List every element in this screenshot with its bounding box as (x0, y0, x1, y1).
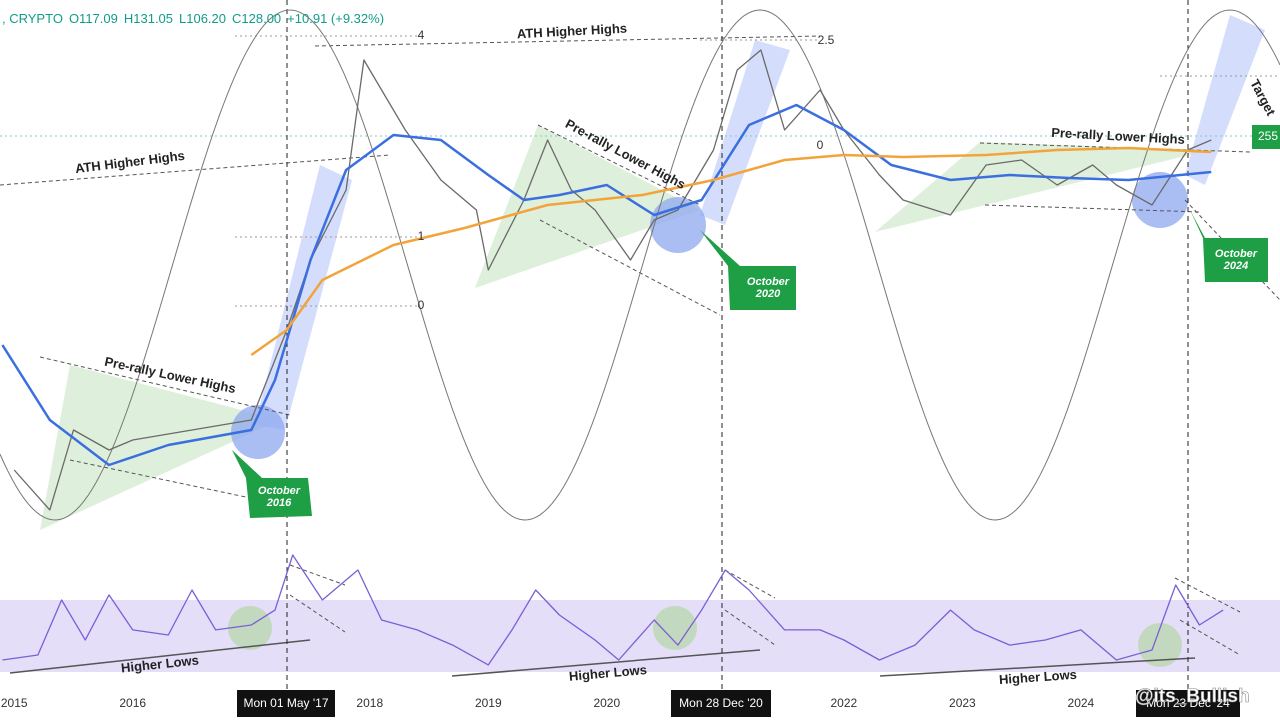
highlight (228, 606, 272, 650)
annotation: Higher Lows (568, 662, 647, 684)
triangle (875, 142, 1210, 232)
date-label: Mon 28 Dec '20 (679, 696, 763, 710)
trend-line (0, 154, 391, 186)
callout-box (1190, 210, 1268, 282)
x-tick-label: 2016 (119, 696, 146, 710)
trend-line (537, 124, 701, 206)
date-box (1136, 690, 1240, 717)
callout-box (232, 450, 312, 518)
fib-label: 4 (418, 28, 425, 42)
x-tick-label: 2015 (1, 696, 28, 710)
trend-line (69, 459, 261, 501)
header-item: +10.91 (+9.32%) (287, 11, 384, 26)
trend-line (1184, 199, 1280, 301)
trend-line (984, 204, 1201, 213)
date-box (237, 690, 335, 717)
channel (1185, 15, 1265, 185)
highlight (653, 606, 697, 650)
callout-box (700, 230, 796, 310)
date-box (671, 690, 771, 717)
fib-label: 0 (817, 138, 824, 152)
cycle-wave (0, 9, 1280, 521)
callout-label: 2024 (1223, 260, 1248, 272)
trend-line (724, 609, 776, 646)
x-tick-label: 2022 (831, 696, 858, 710)
header-item: C128.00 (232, 11, 281, 26)
trend-line (289, 564, 346, 586)
header-item: , CRYPTO (2, 11, 63, 26)
support-line (879, 657, 1196, 677)
highlight (650, 197, 706, 253)
trend-line (1179, 619, 1241, 656)
callout-label: 2016 (266, 497, 292, 509)
annotation: Pre-rally Lower Highs (1051, 125, 1185, 147)
trend-line (1174, 577, 1241, 613)
x-tick-label: 2023 (949, 696, 976, 710)
annotation: Target (1247, 77, 1279, 119)
annotation: ATH Higher Highs (516, 21, 627, 42)
header-item: O117.09 (69, 11, 118, 26)
series-line (13, 49, 1212, 511)
callout-label: 2020 (755, 288, 781, 300)
trend-line (724, 569, 776, 599)
header: , CRYPTO O117.09 H131.05 L106.20 C128.00 +10.… (2, 11, 384, 26)
trend-line (39, 356, 291, 416)
date-label: Mon 23 Dec '24 (1146, 696, 1230, 710)
fib-label: 0 (418, 298, 425, 312)
x-tick-label: 2019 (475, 696, 502, 710)
support-line (9, 639, 311, 674)
highlight (1138, 623, 1182, 667)
callout-label: October (747, 276, 790, 288)
trend-line (539, 219, 721, 316)
watermark: @its_Bullish (1135, 686, 1250, 707)
fib-label: 2.5 (818, 33, 835, 47)
support-line (451, 649, 761, 677)
x-tick-label: 2018 (356, 696, 383, 710)
highlight (231, 405, 285, 459)
header-item: H131.05 (124, 11, 173, 26)
header-item: L106.20 (179, 11, 226, 26)
series-line (250, 146, 1212, 357)
fib-label: 1 (418, 229, 425, 243)
x-tick-label: 2024 (1068, 696, 1095, 710)
highlight (1132, 172, 1188, 228)
price-badge: 255 (1258, 129, 1278, 143)
date-label: Mon 01 May '17 (243, 696, 328, 710)
series-line (1, 103, 1212, 467)
trend-line (314, 35, 821, 47)
price-badge-box (1252, 125, 1280, 149)
x-tick-label: 2020 (593, 696, 620, 710)
series-line (2, 554, 1224, 666)
callout-label: October (258, 485, 301, 497)
callout-label: October (1215, 248, 1258, 260)
annotation: Higher Lows (998, 667, 1077, 687)
triangle (475, 125, 700, 288)
